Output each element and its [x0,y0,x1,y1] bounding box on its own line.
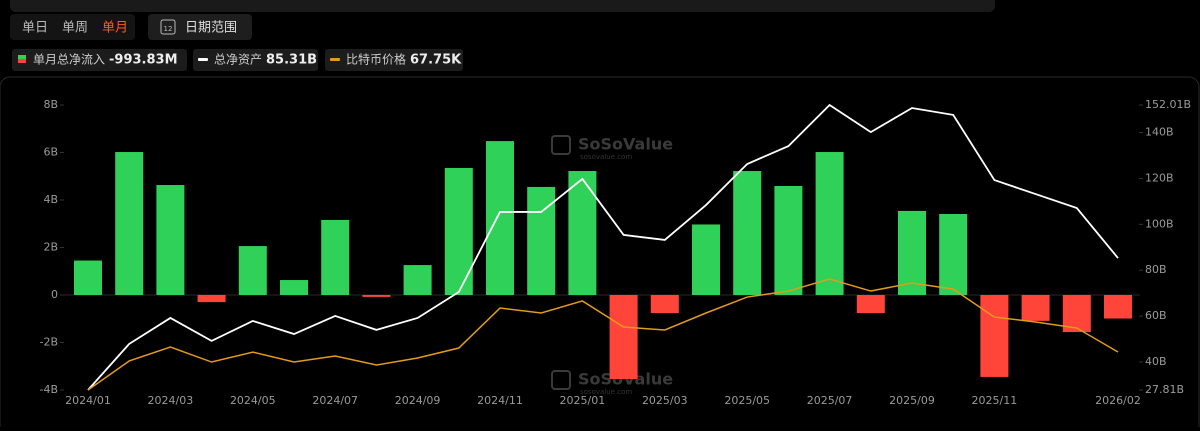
y2-tick-label: 100B [1145,217,1174,230]
legend-name: 总净资产 [214,53,262,67]
bar [980,295,1009,377]
y-tick-label: 6B [43,146,58,159]
bar [1062,295,1091,333]
panel [0,76,1200,431]
bar [321,219,350,295]
legend-swatch [198,58,208,61]
y2-tick-label: 140B [1145,126,1174,139]
bar [403,265,432,295]
watermark: SoSoValue [578,135,673,154]
bar [280,280,308,295]
x-tick-label: 2026/02 [1095,394,1141,407]
bar [156,185,185,295]
date-button-label[interactable]: 日期范围 [185,21,237,36]
x-tick-label: 2024/11 [477,394,523,407]
legend-box [325,49,463,71]
y-tick-label: 4B [43,193,58,206]
legend-name: 比特币价格 [346,52,406,67]
watermark-icon [551,370,571,390]
bar [856,295,885,314]
bar [362,295,391,297]
y2-tick-label: 60B [1145,309,1167,322]
legend-swatch [18,59,26,63]
bar [733,171,762,295]
legend-value: -993.83M [109,53,178,68]
calendar-icon [160,19,176,35]
legend-box [193,49,318,71]
x-tick-label: 2025/01 [560,394,606,407]
bar [444,167,473,295]
legend-swatch [330,58,340,61]
y2-tick-label: 40B [1145,355,1167,368]
watermark-sub: sosovalue.com [580,388,632,396]
y2-tick-label: 152.01B [1145,98,1191,111]
x-tick-label: 2025/09 [889,394,935,407]
x-tick-label: 2025/05 [724,394,770,407]
watermark-icon [551,135,571,155]
line [87,103,1119,391]
watermark-sub: sosovalue.com [580,153,632,161]
bar [197,295,226,303]
y-tick-label: -4B [39,383,58,396]
tab[interactable]: 单月 [102,21,128,36]
legend-box [12,49,187,71]
bar [898,210,926,295]
y-tick-label: 8B [43,98,58,111]
bar [1104,295,1132,319]
y2-tick-label: 120B [1145,171,1174,184]
bar [609,295,638,380]
bar [650,295,679,314]
legend-name: 单月总净流入 [33,53,105,67]
bar [486,141,514,295]
x-tick-label: 2024/05 [230,394,276,407]
x-tick-label: 2025/03 [642,394,688,407]
bar [74,260,102,295]
y2-tick-label: 80B [1145,263,1167,276]
tab[interactable]: 单日 [22,21,48,36]
x-tick-label: 2024/03 [148,394,194,407]
y-tick-label: -2B [39,336,58,349]
bar [1021,295,1050,321]
legend-value: 85.31B [266,53,317,68]
x-tick-label: 2025/07 [807,394,853,407]
top-bar [10,0,995,12]
tab[interactable]: 单周 [62,21,88,36]
bar [815,152,844,295]
x-tick-label: 2024/01 [65,394,111,407]
y-tick-label: 2B [43,241,58,254]
y-tick-label: 0 [51,288,58,301]
x-tick-label: 2025/11 [972,394,1018,407]
legend-value: 67.75K [410,53,462,68]
x-tick-label: 2024/07 [312,394,358,407]
bar [774,185,803,295]
calendar-day: 12 [164,25,173,33]
x-tick-label: 2024/09 [395,394,441,407]
y2-tick-label: 27.81B [1145,383,1184,396]
tab-group [10,14,135,40]
bar [568,171,597,295]
bar [939,214,968,295]
legend-swatch [18,55,26,59]
bar [238,246,267,295]
line [87,278,1119,391]
bar [115,152,144,295]
bar [692,224,720,295]
